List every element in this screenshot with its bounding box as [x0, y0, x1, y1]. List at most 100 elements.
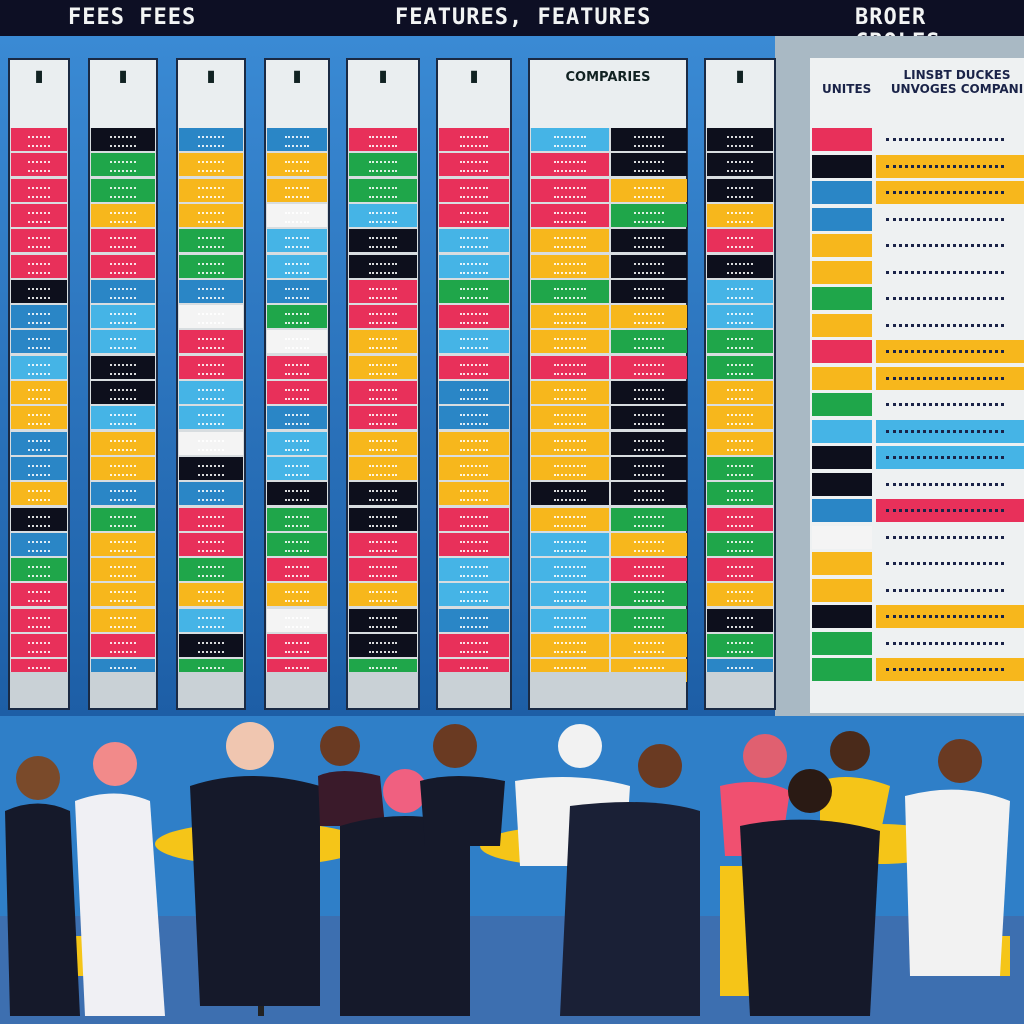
table-cell [707, 482, 773, 506]
table-cell [267, 203, 327, 227]
table-cell [439, 532, 509, 556]
units-cell [812, 658, 872, 681]
table-cell [611, 254, 687, 278]
table-cell [267, 254, 327, 278]
side-table-row [876, 287, 1024, 310]
table-cell [11, 279, 67, 303]
table-cell [267, 279, 327, 303]
table-cell [11, 128, 67, 151]
table-cell [91, 634, 155, 657]
table-cell [11, 305, 67, 329]
table-cell [707, 431, 773, 455]
column-footer [530, 672, 686, 708]
table-cell [439, 608, 509, 632]
units-cell [812, 181, 872, 204]
side-table-row [876, 631, 1024, 655]
column-footer [10, 672, 68, 708]
table-cell [179, 153, 243, 177]
column-header: ▮ [438, 60, 510, 128]
table-cell [531, 128, 609, 151]
column-header: ▮ [10, 60, 68, 128]
table-cell [179, 254, 243, 278]
table-cell [531, 355, 609, 379]
table-cell [611, 608, 687, 632]
table-cell [611, 482, 687, 506]
units-cell [812, 393, 872, 416]
table-cell [611, 634, 687, 657]
table-cell [531, 153, 609, 177]
side-table-row [876, 154, 1024, 178]
table-cell [179, 634, 243, 657]
table-cell [611, 178, 687, 202]
table-cell [707, 406, 773, 430]
table-cell [531, 279, 609, 303]
units-cell [812, 472, 872, 496]
table-cell [611, 431, 687, 455]
side-table-row [876, 366, 1024, 390]
table-cell [611, 583, 687, 607]
table-cell [179, 178, 243, 202]
table-cell [91, 178, 155, 202]
table-cell [439, 634, 509, 657]
table-cell [349, 482, 417, 506]
table-cell [439, 406, 509, 430]
table-cell [707, 254, 773, 278]
units-cell [812, 366, 872, 390]
units-cell [812, 605, 872, 628]
table-cell [349, 355, 417, 379]
table-cell [91, 507, 155, 531]
table-cell [267, 178, 327, 202]
table-cell [11, 482, 67, 506]
table-cell [531, 381, 609, 404]
units-cell [812, 552, 872, 575]
table-cell [11, 507, 67, 531]
table-cell [349, 532, 417, 556]
table-cell [439, 482, 509, 506]
table-cell [267, 532, 327, 556]
table-cell [11, 153, 67, 177]
table-cell [179, 203, 243, 227]
table-cell [11, 583, 67, 607]
table-cell [91, 406, 155, 430]
side-table-row [876, 340, 1024, 363]
table-cell [707, 583, 773, 607]
table-cell [91, 608, 155, 632]
table-cell [531, 482, 609, 506]
column-footer [90, 672, 156, 708]
people [5, 722, 1010, 1016]
table-cell [611, 128, 687, 151]
table-cell [91, 482, 155, 506]
units-cell [812, 525, 872, 549]
units-cell [812, 631, 872, 655]
table-cell [179, 431, 243, 455]
table-cell [531, 431, 609, 455]
side-table-row [876, 393, 1024, 416]
table-cell [439, 203, 509, 227]
units-cell [812, 234, 872, 257]
table-cell [349, 558, 417, 582]
table-cell [179, 305, 243, 329]
badge-icon: ▮ [292, 66, 302, 85]
check-icon: ▮ [206, 66, 216, 85]
table-cell [267, 482, 327, 506]
table-cell [179, 558, 243, 582]
table-cell [439, 178, 509, 202]
table-cell [267, 229, 327, 253]
table-cell [707, 330, 773, 354]
banner-center-title: FEATURES, FEATURES [395, 5, 652, 30]
table-cell [531, 456, 609, 480]
table-cell [531, 507, 609, 531]
units-cell [812, 287, 872, 310]
table-cell [531, 305, 609, 329]
table-cell [91, 305, 155, 329]
table-cell [707, 153, 773, 177]
table-column: ▮ [436, 58, 512, 710]
column-header: ▮ [90, 60, 156, 128]
table-cell [611, 229, 687, 253]
column-header: ▮ [178, 60, 244, 128]
table-cell [179, 355, 243, 379]
units-cell [812, 154, 872, 178]
table-cell [267, 558, 327, 582]
column-header: COMPARIES [530, 60, 686, 128]
table-cell [11, 229, 67, 253]
